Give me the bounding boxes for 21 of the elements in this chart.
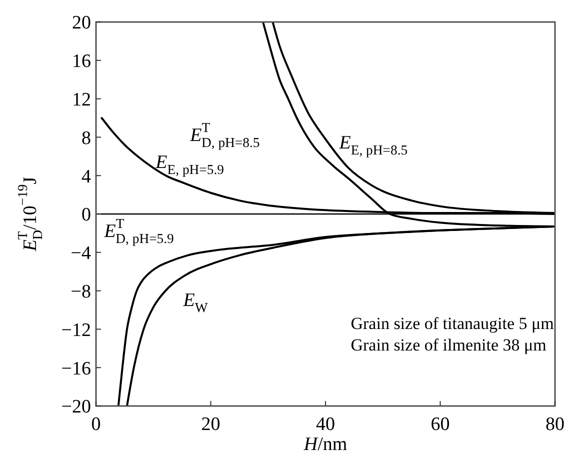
annotation: E$_{E, pH=8.5}$ — [338, 132, 408, 158]
x-axis-title: H/nm — [302, 434, 348, 455]
annotation: E$_{W}$ — [182, 290, 208, 315]
y-tick-label: −20 — [61, 396, 91, 418]
annotation: E$_{E, pH=5.9}$ — [154, 152, 224, 177]
y-tick-label: 4 — [82, 166, 92, 188]
x-tick-label: 40 — [316, 414, 335, 435]
y-tick-label: −8 — [70, 281, 91, 302]
annotation: Grain size of titanaugite 5 μm — [350, 314, 554, 334]
x-tick-label: 60 — [430, 414, 450, 435]
y-tick-label: 8 — [82, 128, 91, 149]
y-tick-label: −12 — [61, 320, 91, 341]
y-tick-label: −4 — [70, 243, 92, 264]
y-tick-label: 20 — [72, 12, 91, 34]
y-tick-label: −16 — [61, 358, 91, 380]
annotation: Grain size of ilmenite 38 μm — [350, 335, 546, 354]
y-tick-label: 12 — [72, 89, 91, 110]
y-tick-label: 0 — [82, 204, 91, 226]
x-tick-label: 20 — [201, 414, 220, 435]
x-tick-label: 80 — [546, 414, 564, 435]
y-tick-label: 16 — [72, 51, 91, 72]
